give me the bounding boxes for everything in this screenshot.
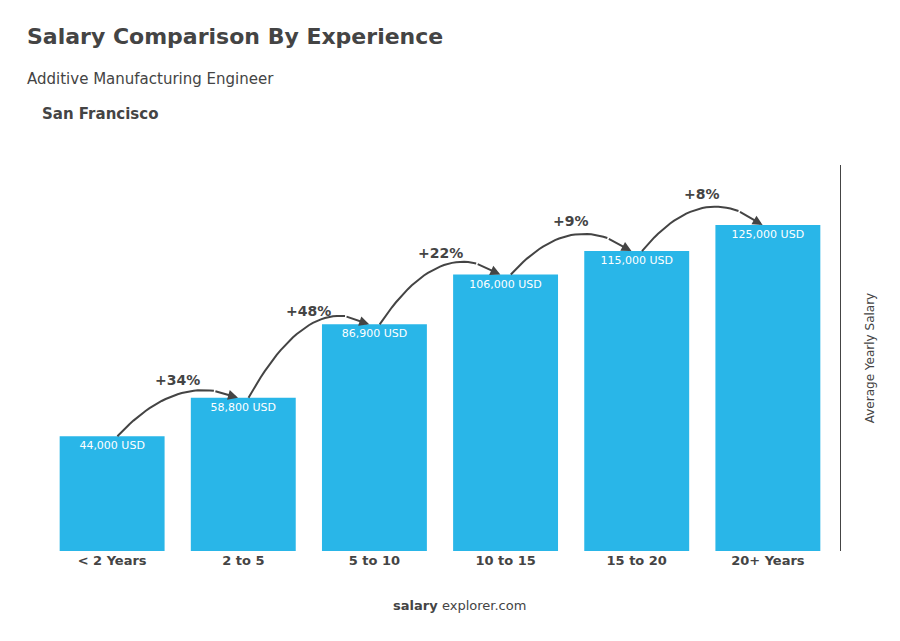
svg-text:Average Yearly Salary: Average Yearly Salary — [863, 293, 877, 423]
svg-text:5 to 10: 5 to 10 — [349, 553, 400, 568]
svg-text:10 to 15: 10 to 15 — [475, 553, 535, 568]
svg-text:San Francisco: San Francisco — [42, 105, 158, 123]
svg-text:+9%: +9% — [553, 213, 589, 229]
svg-text:explorer.com: explorer.com — [442, 598, 526, 613]
svg-text:115,000 USD: 115,000 USD — [600, 254, 673, 267]
svg-text:106,000 USD: 106,000 USD — [469, 278, 542, 291]
svg-text:+48%: +48% — [286, 303, 331, 319]
svg-text:20+ Years: 20+ Years — [731, 553, 805, 568]
svg-text:Additive Manufacturing Enginee: Additive Manufacturing Engineer — [27, 70, 274, 88]
svg-text:+8%: +8% — [684, 186, 720, 202]
svg-text:+22%: +22% — [418, 245, 463, 261]
svg-text:Salary Comparison By Experienc: Salary Comparison By Experience — [27, 24, 443, 49]
svg-text:58,800 USD: 58,800 USD — [211, 401, 277, 414]
svg-text:< 2 Years: < 2 Years — [78, 553, 147, 568]
svg-text:2 to 5: 2 to 5 — [222, 553, 264, 568]
svg-text:+34%: +34% — [155, 372, 200, 388]
svg-text:15 to 20: 15 to 20 — [607, 553, 667, 568]
svg-text:86,900 USD: 86,900 USD — [342, 327, 408, 340]
svg-text:44,000 USD: 44,000 USD — [79, 439, 145, 452]
svg-text:salary: salary — [393, 598, 438, 613]
svg-text:125,000 USD: 125,000 USD — [732, 228, 805, 241]
